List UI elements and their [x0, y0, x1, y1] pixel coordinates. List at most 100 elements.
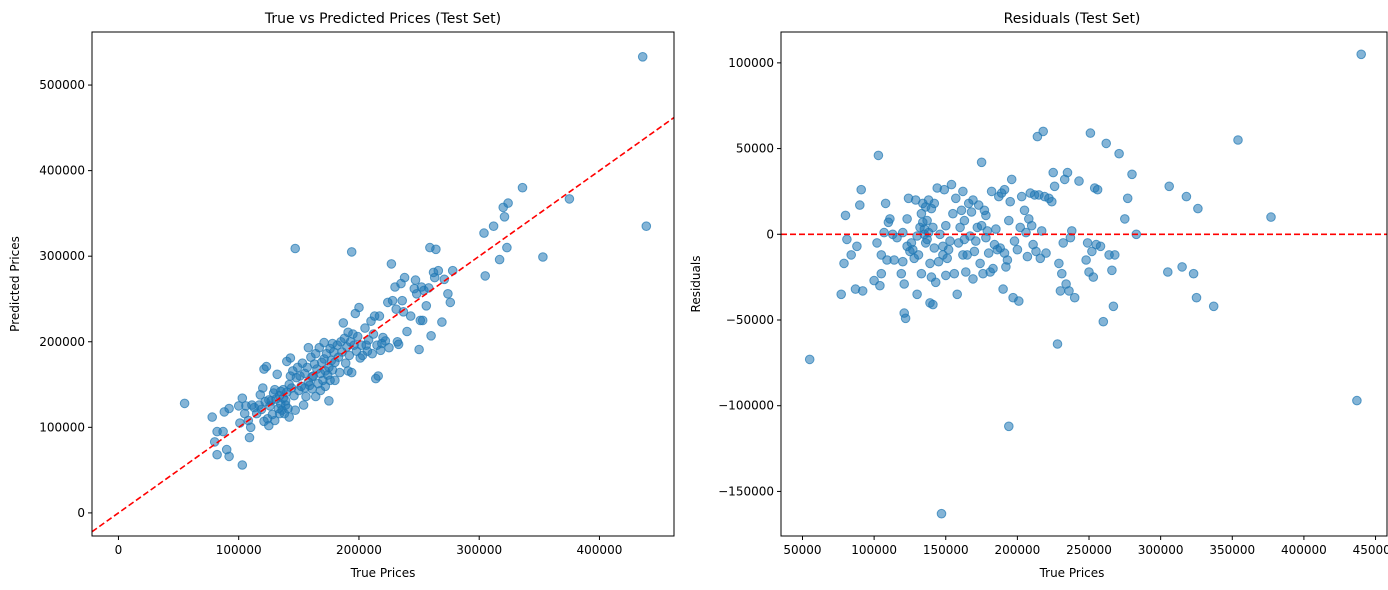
data-point [912, 289, 922, 300]
data-point [969, 246, 980, 257]
x-axis-label: True Prices [350, 566, 416, 580]
data-point [352, 331, 363, 342]
data-point [261, 361, 272, 372]
data-point [929, 243, 940, 253]
data-point [1088, 272, 1099, 282]
data-point [880, 198, 891, 209]
data-point [373, 371, 384, 381]
data-point [1031, 246, 1041, 257]
data-point [421, 301, 432, 311]
x-tick-label: 0 [115, 543, 123, 557]
data-point [303, 342, 314, 353]
data-point [855, 200, 865, 210]
data-point [875, 280, 885, 291]
data-point [898, 256, 908, 267]
data-point [334, 367, 345, 378]
data-point [1356, 49, 1366, 60]
data-point [285, 353, 296, 363]
data-point [1107, 265, 1117, 276]
data-point [338, 318, 349, 328]
x-tick-label: 50000 [783, 543, 821, 557]
data-point [1062, 167, 1073, 178]
data-point [1085, 128, 1096, 138]
data-point [1058, 238, 1068, 248]
data-point [502, 242, 512, 253]
data-point [928, 299, 938, 310]
x-tick-label: 200000 [994, 543, 1040, 557]
scatter-points [179, 52, 652, 470]
data-point [272, 369, 283, 380]
data-point [930, 277, 941, 288]
data-point [1087, 246, 1097, 257]
data-point [1019, 205, 1030, 216]
data-point [324, 396, 334, 406]
data-point [1233, 135, 1243, 145]
data-point [961, 267, 971, 277]
y-tick-label: 300000 [39, 249, 85, 263]
data-point [943, 244, 954, 255]
data-point [445, 297, 456, 308]
data-point [346, 367, 357, 378]
data-point [437, 317, 447, 327]
data-point [399, 272, 410, 283]
data-point [374, 311, 385, 321]
data-point [367, 348, 378, 359]
data-point [1004, 215, 1014, 226]
data-point [1047, 196, 1057, 207]
plot-frame [91, 31, 675, 537]
data-point [360, 323, 370, 333]
chart-title: True vs Predicted Prices (Test Set) [264, 11, 501, 27]
data-point [872, 238, 882, 248]
data-point [387, 295, 398, 306]
true-vs-predicted-panel: True vs Predicted Prices (Test Set) 0 100… [8, 11, 675, 580]
data-point [405, 311, 416, 321]
data-point [1101, 138, 1111, 149]
data-point [414, 344, 424, 355]
data-point [1016, 191, 1027, 202]
data-point [1026, 220, 1037, 231]
data-point [976, 157, 987, 168]
data-point [354, 302, 364, 313]
data-point [386, 259, 397, 269]
x-tick-label: 450000 [1353, 543, 1388, 557]
data-point [258, 383, 268, 393]
y-tick-label: 100000 [728, 56, 774, 70]
data-point [968, 274, 978, 284]
data-point [956, 205, 967, 216]
data-point [368, 329, 379, 339]
data-point [426, 331, 436, 341]
data-point [494, 254, 505, 265]
x-tick-label: 150000 [923, 543, 969, 557]
data-point [939, 184, 950, 195]
data-point [948, 208, 958, 219]
data-point [971, 236, 981, 246]
data-point [1036, 226, 1047, 236]
x-tick-label: 300000 [1138, 543, 1184, 557]
data-point [237, 460, 248, 470]
x-axis-ticks: 0 100000 200000 300000 400000 [115, 536, 622, 557]
data-point [933, 256, 944, 267]
data-point [479, 228, 489, 238]
data-point [1005, 196, 1016, 207]
data-point [244, 432, 255, 443]
data-point [839, 258, 849, 269]
data-point [264, 420, 274, 431]
data-point [301, 391, 311, 402]
data-point [344, 350, 355, 361]
y-tick-label: 200000 [39, 335, 85, 349]
y-axis-label: Residuals [689, 256, 703, 313]
data-point [1181, 191, 1192, 202]
data-point [1082, 238, 1093, 248]
data-point [1064, 286, 1074, 296]
x-tick-label: 100000 [216, 543, 262, 557]
data-point [431, 244, 441, 255]
data-point [983, 248, 994, 258]
x-tick-label: 200000 [336, 543, 382, 557]
x-axis-label: True Prices [1039, 566, 1105, 580]
y-tick-label: −150000 [718, 484, 774, 498]
data-point [889, 255, 900, 265]
data-point [517, 182, 528, 193]
data-point [1122, 193, 1133, 204]
data-point [857, 286, 868, 296]
